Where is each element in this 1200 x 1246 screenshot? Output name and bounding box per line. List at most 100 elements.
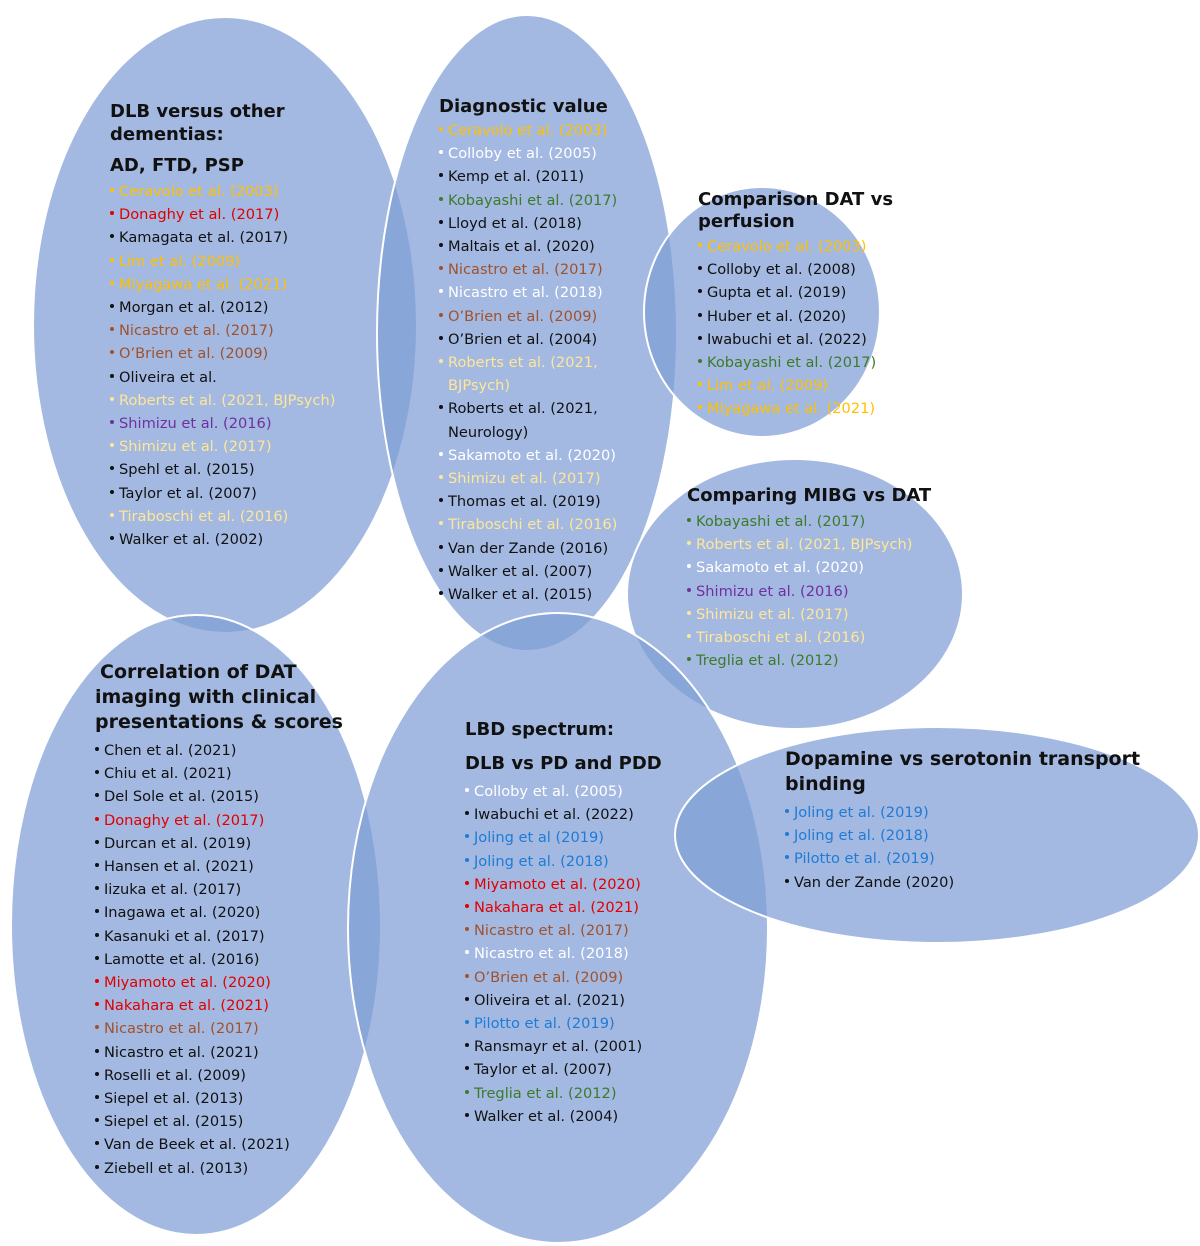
bullet-icon xyxy=(95,1048,99,1053)
reference-text: Roberts et al. (2021, BJPsych) xyxy=(696,536,913,554)
bullet-icon xyxy=(785,878,789,883)
reference-item: O’Brien et al. (2009) xyxy=(439,305,617,328)
bullet-icon xyxy=(110,280,114,285)
bullet-icon xyxy=(110,396,114,401)
reference-text: Roselli et al. (2009) xyxy=(104,1066,246,1084)
bullet-icon xyxy=(687,610,691,615)
bullet-icon xyxy=(439,196,443,201)
reference-item: Iizuka et al. (2017) xyxy=(95,878,343,901)
bullet-icon xyxy=(95,1025,99,1030)
bullet-icon xyxy=(95,1141,99,1146)
reference-text: Tiraboschi et al. (2016) xyxy=(119,507,289,525)
reference-text: Taylor et al. (2007) xyxy=(474,1061,612,1079)
bullet-icon xyxy=(698,405,702,410)
reference-text: Kamagata et al. (2017) xyxy=(119,229,289,247)
bullet-icon xyxy=(465,1112,469,1117)
reference-text: Van de Beek et al. (2021) xyxy=(104,1136,290,1154)
reference-text: Nicastro et al. (2017) xyxy=(474,922,629,940)
reference-text: Miyagawa et al. (2021) xyxy=(119,275,288,293)
bullet-icon xyxy=(110,373,114,378)
bubble-dat-vs-perfusion xyxy=(643,186,881,438)
bullet-icon xyxy=(110,489,114,494)
group-title: Dopamine vs serotonin transport xyxy=(785,748,1141,770)
reference-item: Walker et al. (2015) xyxy=(439,583,617,606)
reference-item: Ceravolo et al. (2003) xyxy=(439,119,617,142)
bullet-icon xyxy=(95,839,99,844)
bullet-icon xyxy=(439,475,443,480)
reference-text: Shimizu et al. (2016) xyxy=(119,415,272,433)
reference-text: Inagawa et al. (2020) xyxy=(104,904,261,922)
reference-text: Lim et al. (2009) xyxy=(707,377,829,395)
reference-text: Shimizu et al. (2016) xyxy=(696,582,849,600)
bullet-icon xyxy=(687,634,691,639)
bullet-icon xyxy=(698,382,702,387)
reference-text: Walker et al. (2004) xyxy=(474,1107,619,1125)
bullet-icon xyxy=(95,886,99,891)
reference-item: Ceravolo et al. (2003) xyxy=(698,235,893,258)
bullet-icon xyxy=(465,811,469,816)
reference-text: Spehl et al. (2015) xyxy=(119,461,255,479)
reference-text: Donaghy et al. (2017) xyxy=(119,206,280,224)
reference-text: Siepel et al. (2013) xyxy=(104,1090,244,1108)
reference-item: Roberts et al. (2021, BJPsych) xyxy=(439,351,617,397)
reference-item: Miyamoto et al. (2020) xyxy=(95,971,343,994)
bullet-icon xyxy=(785,832,789,837)
bullet-icon xyxy=(465,1020,469,1025)
bullet-icon xyxy=(95,1164,99,1169)
reference-text: Thomas et al. (2019) xyxy=(448,493,601,511)
bullet-icon xyxy=(439,567,443,572)
reference-text: Chen et al. (2021) xyxy=(104,742,237,759)
reference-item: O’Brien et al. (2009) xyxy=(110,342,335,365)
reference-item: Ceravolo et al. (2003) xyxy=(110,180,335,203)
reference-item: Joling et al (2019) xyxy=(465,826,662,849)
bullet-icon xyxy=(95,955,99,960)
reference-item: Kobayashi et al. (2017) xyxy=(698,351,893,374)
bullet-icon xyxy=(465,950,469,955)
group-subtitle: AD, FTD, PSP xyxy=(110,155,244,176)
reference-text: Kobayashi et al. (2017) xyxy=(707,354,877,372)
reference-item: Oliveira et al. xyxy=(110,366,335,389)
reference-text: Siepel et al. (2015) xyxy=(104,1113,244,1131)
reference-text: Kobayashi et al. (2017) xyxy=(448,191,618,209)
reference-text: Nicastro et al. (2017) xyxy=(104,1020,259,1038)
reference-item: Iwabuchi et al. (2022) xyxy=(465,803,662,826)
reference-text: Joling et al (2019) xyxy=(474,829,604,847)
reference-item: O’Brien et al. (2009) xyxy=(465,966,662,989)
reference-list: Colloby et al. (2005) Iwabuchi et al. (20… xyxy=(465,780,662,1128)
bullet-icon xyxy=(698,359,702,364)
reference-item: Colloby et al. (2008) xyxy=(698,258,893,281)
reference-text: Durcan et al. (2019) xyxy=(104,834,252,852)
reference-item: Kobayashi et al. (2017) xyxy=(687,510,931,533)
reference-text: Roberts et al. (2021, BJPsych) xyxy=(119,391,336,409)
reference-text: Iwabuchi et al. (2022) xyxy=(474,806,634,824)
group-title: binding xyxy=(785,773,866,795)
reference-item: Lamotte et al. (2016) xyxy=(95,948,343,971)
bubble-dopamine-vs-serotonin xyxy=(674,726,1200,944)
reference-text: Joling et al. (2019) xyxy=(794,804,929,821)
reference-item: O’Brien et al. (2004) xyxy=(439,328,617,351)
reference-text: Colloby et al. (2008) xyxy=(707,261,856,279)
bullet-icon xyxy=(95,770,99,775)
reference-item: Donaghy et al. (2017) xyxy=(95,809,343,832)
bullet-icon xyxy=(95,747,99,751)
reference-text: Roberts et al. (2021, xyxy=(448,400,598,418)
reference-item: Miyagawa et al. (2021) xyxy=(698,397,893,420)
reference-item: Colloby et al. (2005) xyxy=(439,142,617,165)
reference-text: Iwabuchi et al. (2022) xyxy=(707,330,867,348)
reference-item: Shimizu et al. (2017) xyxy=(687,603,931,626)
reference-text: Colloby et al. (2005) xyxy=(448,145,597,163)
reference-item: Kemp et al. (2011) xyxy=(439,165,617,188)
reference-item: Treglia et al. (2012) xyxy=(687,649,931,672)
reference-text: Nicastro et al. (2018) xyxy=(448,284,603,302)
bullet-icon xyxy=(439,405,443,410)
reference-item: Nicastro et al. (2017) xyxy=(439,258,617,281)
bullet-icon xyxy=(110,536,114,541)
bullet-icon xyxy=(687,657,691,662)
reference-item: Van der Zande (2016) xyxy=(439,537,617,560)
group-lbd-spectrum: LBD spectrum: DLB vs PD and PDD Colloby … xyxy=(465,718,662,1128)
reference-text: Pilotto et al. (2019) xyxy=(794,850,935,868)
reference-text: Morgan et al. (2012) xyxy=(119,299,269,317)
reference-text: Van der Zande (2016) xyxy=(448,539,609,557)
bullet-icon xyxy=(95,793,99,798)
group-title: Diagnostic value xyxy=(439,96,608,117)
